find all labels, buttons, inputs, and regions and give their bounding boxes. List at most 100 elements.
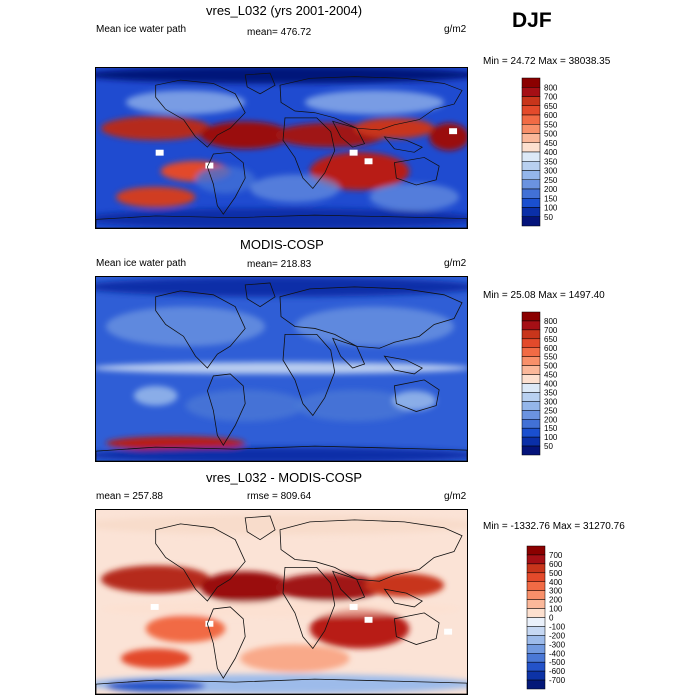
contour-region xyxy=(96,68,467,84)
colorbar-tick-label: 650 xyxy=(544,335,558,344)
panel-3-map xyxy=(95,509,468,695)
colorbar-tick-label: 50 xyxy=(544,213,553,222)
contour-region xyxy=(195,166,256,194)
colorbar-tick-label: -600 xyxy=(549,667,566,676)
colorbar-tick-label: 300 xyxy=(544,397,558,406)
contour-region xyxy=(105,306,266,347)
contour-region xyxy=(96,208,467,228)
contour-region xyxy=(100,116,211,141)
colorbar-box xyxy=(526,599,546,609)
colorbar-box xyxy=(521,401,541,411)
coastline xyxy=(244,72,276,95)
contour-region xyxy=(115,186,196,208)
colorbar-box xyxy=(526,572,546,582)
colorbar-tick-label: 500 xyxy=(544,130,558,139)
coastline xyxy=(279,286,463,349)
missing-data-patch xyxy=(444,628,453,635)
colorbar-box xyxy=(521,198,541,208)
missing-data-patch xyxy=(349,603,358,610)
panel-3-rmse-label: rmse = 809.64 xyxy=(247,491,312,502)
colorbar-box xyxy=(521,338,541,348)
colorbar-tick-label: 550 xyxy=(544,353,558,362)
colorbar-tick-label: 650 xyxy=(544,102,558,111)
colorbar-box xyxy=(521,170,541,180)
colorbar-tick-label: 100 xyxy=(544,433,558,442)
colorbar-box xyxy=(526,590,546,600)
panel-1-colorbar: 800 700 650 600 550 500 450 400 350 300 250 200 150 1… xyxy=(521,77,582,228)
panel-3-mean-label: mean = 257.88 xyxy=(96,491,163,502)
coastline xyxy=(393,157,440,186)
coastline xyxy=(155,290,246,369)
contour-region xyxy=(392,390,437,411)
coastline xyxy=(96,214,467,228)
missing-data-patch xyxy=(205,620,214,627)
coastline xyxy=(206,373,246,446)
colorbar-box xyxy=(521,410,541,420)
colorbar-box xyxy=(521,427,541,438)
colorbar-box xyxy=(521,392,541,402)
colorbar-box xyxy=(521,87,541,97)
colorbar-box xyxy=(526,545,546,556)
contour-region xyxy=(200,571,290,603)
contour-region xyxy=(309,152,410,191)
colorbar-tick-label: 200 xyxy=(544,185,558,194)
colorbar-box xyxy=(521,142,541,153)
coastline xyxy=(383,136,423,153)
contour-region xyxy=(125,90,246,115)
contour-region xyxy=(200,121,290,149)
colorbar-tick-label: 400 xyxy=(549,578,563,587)
contour-region xyxy=(429,123,467,151)
colorbar-tick-label: 800 xyxy=(544,83,558,92)
contour-region xyxy=(250,174,340,203)
colorbar-box xyxy=(521,77,541,88)
coastline xyxy=(155,79,246,148)
colorbar-tick-label: 700 xyxy=(544,326,558,335)
coastline xyxy=(383,588,423,608)
colorbar-box xyxy=(526,617,546,627)
colorbar-tick-label: 450 xyxy=(544,139,558,148)
season-label: DJF xyxy=(512,9,552,32)
contour-region xyxy=(145,614,226,643)
contour-region xyxy=(354,117,435,139)
contour-region xyxy=(309,608,410,649)
panel-3-units: g/m2 xyxy=(444,491,467,502)
contour-region xyxy=(96,277,467,297)
colorbar-box xyxy=(521,216,541,227)
colorbar-tick-label: -700 xyxy=(549,676,566,685)
colorbar-box xyxy=(526,679,546,690)
colorbar-box xyxy=(521,329,541,340)
coastline xyxy=(206,606,246,679)
colorbar-box xyxy=(521,356,541,366)
colorbar-box xyxy=(521,179,541,190)
colorbar-tick-label: 150 xyxy=(544,424,558,433)
contour-region xyxy=(185,389,305,422)
missing-data-patch xyxy=(449,128,458,135)
coastline xyxy=(393,612,440,645)
colorbar-box xyxy=(521,445,541,456)
missing-data-patch xyxy=(205,162,214,169)
colorbar-tick-label: 700 xyxy=(549,551,563,560)
colorbar-box xyxy=(526,626,546,636)
colorbar-tick-label: 450 xyxy=(544,371,558,380)
contour-region xyxy=(100,565,211,594)
colorbar-box xyxy=(521,188,541,199)
colorbar-box xyxy=(521,365,541,375)
contour-region xyxy=(96,447,467,461)
colorbar-tick-label: 400 xyxy=(544,148,558,157)
colorbar-box xyxy=(521,383,541,393)
coastline xyxy=(96,445,467,461)
colorbar-tick-label: 600 xyxy=(549,560,563,569)
colorbar-box xyxy=(526,581,546,591)
coastline xyxy=(155,523,246,602)
colorbar-tick-label: -500 xyxy=(549,658,566,667)
missing-data-patch xyxy=(349,149,358,156)
colorbar-tick-label: 800 xyxy=(544,317,558,326)
missing-data-patch xyxy=(364,158,373,165)
panel-3-title: vres_L032 - MODIS-COSP xyxy=(206,470,363,485)
colorbar-tick-label: -200 xyxy=(549,631,566,640)
colorbar-box xyxy=(521,311,541,322)
colorbar-tick-label: 50 xyxy=(544,442,553,451)
colorbar-tick-label: -100 xyxy=(549,622,566,631)
panel-1-mean-label: mean= 476.72 xyxy=(247,27,312,38)
contour-region xyxy=(364,573,445,598)
